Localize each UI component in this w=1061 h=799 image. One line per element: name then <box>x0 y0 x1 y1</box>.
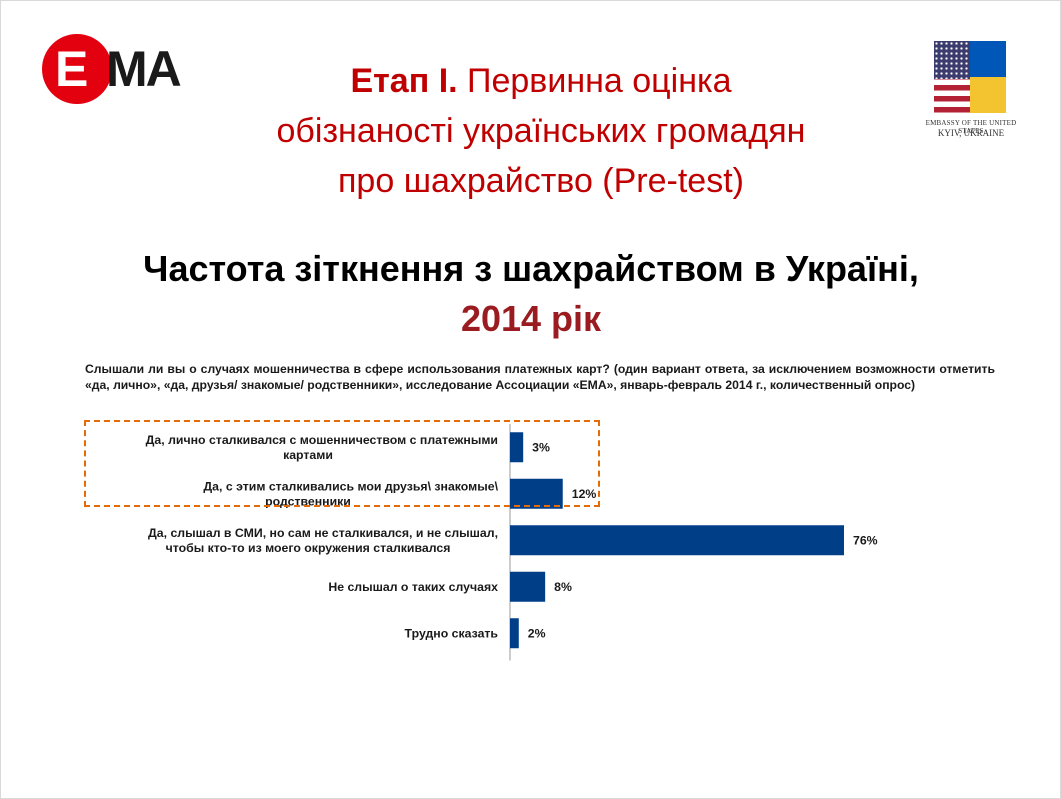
ema-logo-text: MA <box>106 41 182 97</box>
value-label-2: 76% <box>853 533 878 547</box>
bar-0 <box>510 432 524 463</box>
value-label-0: 3% <box>532 440 550 454</box>
value-label-4: 2% <box>528 626 546 640</box>
bar-3 <box>510 571 546 602</box>
category-label-2: Да, слышал в СМИ, но сам не сталкивался,… <box>148 526 498 555</box>
title-line3: про шахрайство (Pre-test) <box>338 162 744 200</box>
ema-logo-letter: E <box>55 41 89 97</box>
embassy-name: EMBASSY OF THE UNITED STATES <box>925 119 1017 135</box>
title-stage: Етап І. <box>350 62 458 100</box>
title-line1: Первинна оцінка <box>457 62 732 100</box>
value-label-1: 12% <box>572 487 597 501</box>
us-flag-icon <box>934 41 970 113</box>
highlight-box <box>84 420 600 507</box>
category-label-4: Трудно сказать <box>405 626 499 640</box>
bar-2 <box>510 525 844 556</box>
ema-logo: E MA <box>42 34 187 106</box>
ukraine-flag-icon <box>970 41 1006 113</box>
chart-heading-line1: Частота зіткнення з шахрайством в Україн… <box>143 248 919 289</box>
flags-icon <box>934 41 1006 113</box>
bar-4 <box>510 618 519 649</box>
chart-heading: Частота зіткнення з шахрайством в Україн… <box>31 244 1031 344</box>
chart-heading-year: 2014 рік <box>460 298 602 339</box>
category-label-3: Не слышал о таких случаях <box>328 580 498 594</box>
ema-logo-disc: E <box>42 34 112 104</box>
embassy-city: KYIV, UKRAINE <box>937 128 1005 138</box>
category-label-0: Да, лично сталкивался с мошенничеством с… <box>146 433 498 462</box>
category-label-1: Да, с этим сталкивались мои друзья\ знак… <box>203 479 498 508</box>
embassy-logo: EMBASSY OF THE UNITED STATES KYIV, UKRAI… <box>913 41 1029 141</box>
page-title: Етап І. Первинна оцінка обізнаності укра… <box>201 56 881 206</box>
survey-question: Слышали ли вы о случаях мошенничества в … <box>85 362 995 392</box>
value-label-3: 8% <box>554 580 572 594</box>
title-line2: обізнаності українських громадян <box>276 112 806 150</box>
bar-1 <box>510 478 563 509</box>
